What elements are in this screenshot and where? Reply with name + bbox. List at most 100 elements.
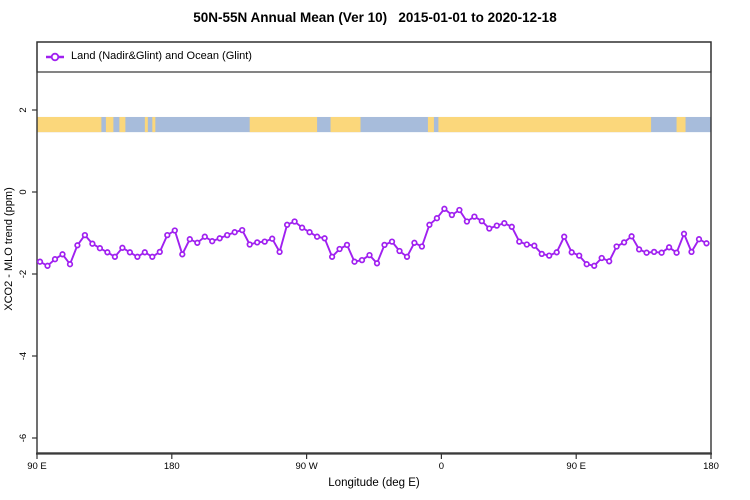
data-point xyxy=(456,206,463,214)
data-point xyxy=(239,226,246,234)
data-point xyxy=(628,233,635,240)
chart-title: 50N-55N Annual Mean (Ver 10) 2015-01-01 … xyxy=(193,10,557,25)
land-band xyxy=(249,116,318,133)
data-point xyxy=(516,238,523,245)
y-axis-label: XCO2 - MLO trend (ppm) xyxy=(3,187,15,310)
data-point xyxy=(591,262,598,269)
data-point xyxy=(149,253,156,260)
data-point xyxy=(643,249,650,256)
data-point xyxy=(508,223,515,230)
land-band xyxy=(330,116,361,133)
data-point xyxy=(44,262,51,269)
land-band xyxy=(105,116,114,133)
land-band xyxy=(152,116,156,133)
data-point xyxy=(186,236,193,243)
data-point xyxy=(441,205,448,212)
data-point xyxy=(74,242,81,249)
data-point xyxy=(164,231,171,239)
data-point xyxy=(126,249,134,256)
data-point xyxy=(538,250,545,258)
data-point xyxy=(403,253,411,260)
x-tick-label: 180 xyxy=(164,461,180,472)
data-point xyxy=(568,249,575,256)
data-point xyxy=(179,251,186,258)
data-point xyxy=(104,249,111,256)
data-series xyxy=(36,205,710,269)
data-point xyxy=(134,253,141,260)
data-point xyxy=(531,242,538,249)
data-point xyxy=(351,258,358,265)
data-point xyxy=(321,235,328,242)
data-point xyxy=(471,213,478,220)
data-point xyxy=(81,231,89,239)
data-point xyxy=(658,249,665,256)
data-point xyxy=(283,221,291,228)
data-point xyxy=(336,245,343,253)
data-point xyxy=(276,248,283,256)
data-point xyxy=(583,261,590,268)
data-point xyxy=(635,246,643,253)
data-point xyxy=(478,217,485,225)
y-tick-label: 2 xyxy=(18,107,29,112)
y-tick-label: -4 xyxy=(18,352,29,360)
data-point xyxy=(673,249,680,256)
data-point xyxy=(59,251,66,258)
data-point xyxy=(373,260,381,267)
data-point xyxy=(36,258,44,265)
y-axis-ticks: 2 0 -2 -4 -6 xyxy=(18,107,37,442)
data-point xyxy=(328,253,336,260)
data-point xyxy=(141,249,148,256)
data-point xyxy=(156,248,163,256)
data-point xyxy=(119,244,126,251)
x-tick-label: 0 xyxy=(439,461,444,472)
data-point xyxy=(493,222,500,229)
data-point xyxy=(426,221,433,228)
data-point xyxy=(254,239,261,246)
y-tick-label: 0 xyxy=(18,189,29,194)
data-point xyxy=(695,236,703,243)
data-point xyxy=(463,218,471,225)
plot-border xyxy=(36,41,712,454)
data-point xyxy=(209,238,216,245)
data-point xyxy=(89,240,96,247)
data-point xyxy=(269,235,276,242)
data-point xyxy=(613,243,620,250)
data-point xyxy=(396,247,403,255)
legend-label: Land (Nadir&Glint) and Ocean (Glint) xyxy=(71,50,252,62)
x-axis-label: Longitude (deg E) xyxy=(328,477,420,489)
data-point xyxy=(171,227,178,234)
land-band xyxy=(438,116,652,133)
x-tick-label: 90 W xyxy=(296,461,318,472)
data-point xyxy=(433,215,441,222)
y-tick-label: -6 xyxy=(18,434,29,442)
x-tick-label: 90 E xyxy=(27,461,47,472)
data-point xyxy=(231,229,238,236)
data-point xyxy=(366,251,373,259)
data-point xyxy=(665,244,673,251)
x-tick-label: 90 E xyxy=(566,461,586,472)
legend-marker-icon xyxy=(50,52,60,62)
data-point xyxy=(703,240,710,247)
data-point xyxy=(224,231,231,239)
data-point xyxy=(246,241,253,248)
data-point xyxy=(261,238,268,245)
data-point xyxy=(291,218,298,225)
land-band xyxy=(427,116,434,133)
data-point xyxy=(606,258,613,265)
data-point xyxy=(486,225,493,232)
data-point xyxy=(51,256,59,263)
data-point xyxy=(688,248,695,256)
data-point xyxy=(306,229,313,236)
data-point xyxy=(561,233,568,240)
land-band xyxy=(119,116,126,133)
data-point xyxy=(66,261,74,268)
land-band xyxy=(37,116,102,133)
data-point xyxy=(358,256,366,264)
data-point xyxy=(598,254,605,262)
data-point xyxy=(96,245,104,252)
data-point xyxy=(194,239,201,246)
y-tick-label: -2 xyxy=(18,270,29,278)
data-point xyxy=(298,224,306,231)
